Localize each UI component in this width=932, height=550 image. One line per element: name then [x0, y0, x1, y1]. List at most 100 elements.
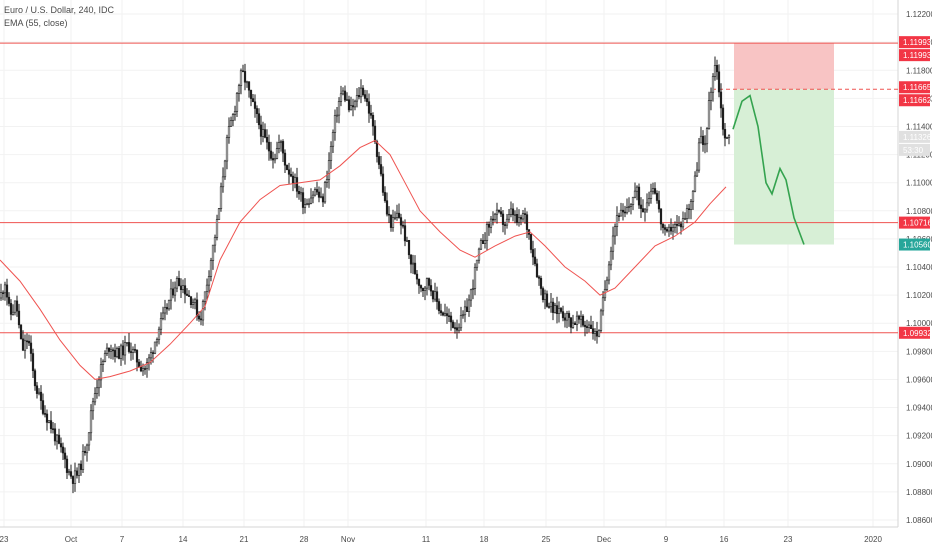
candle-body	[593, 330, 597, 334]
candle-body	[17, 310, 21, 326]
candle-body	[391, 217, 395, 228]
candle-body	[493, 213, 497, 220]
candle-body	[219, 186, 223, 210]
y-tick-label: 1.10000	[906, 319, 932, 328]
candle-body	[225, 137, 229, 162]
candle-body	[517, 217, 521, 223]
candle-body	[413, 262, 417, 275]
candle-body	[635, 186, 639, 192]
candle-body	[241, 70, 245, 73]
candle-body	[695, 169, 699, 177]
candle-body	[427, 278, 431, 286]
candle-body	[411, 262, 415, 265]
x-tick-label: Oct	[65, 535, 78, 544]
candle-body	[349, 105, 353, 111]
x-tick-label: Nov	[341, 535, 355, 544]
candle-body	[311, 194, 315, 199]
candle-body	[331, 132, 335, 147]
candle-body	[457, 327, 461, 331]
candle-body	[551, 301, 555, 313]
candle-body	[117, 348, 121, 359]
candle-body	[607, 264, 611, 281]
price-label-countdown-bg	[899, 143, 930, 156]
candle-body	[377, 156, 381, 165]
candle-body	[361, 87, 365, 95]
candle-body	[37, 391, 41, 394]
candle-body	[9, 303, 13, 315]
grid-lines	[0, 0, 898, 527]
candle-body	[239, 70, 243, 87]
candle-body	[39, 391, 43, 401]
indicator-label: EMA (55, close)	[4, 18, 68, 28]
price-label-target: 1.10560	[899, 238, 932, 251]
candle-body	[671, 227, 675, 232]
candle-body	[157, 328, 161, 340]
candle-body	[283, 152, 287, 166]
candle-body	[319, 196, 323, 198]
candle-body	[393, 217, 397, 219]
candle-body	[489, 218, 493, 228]
candle-body	[407, 240, 411, 256]
x-tick-label: 11	[422, 535, 431, 544]
price-label-current-text: 1.11326	[903, 133, 932, 142]
candle-body	[25, 340, 29, 343]
candle-body	[229, 120, 233, 127]
candle-body	[263, 129, 267, 138]
candle-body	[91, 401, 95, 412]
candle-body	[309, 197, 313, 204]
candle-body	[301, 192, 305, 208]
candle-body	[725, 137, 729, 139]
candle-body	[227, 126, 231, 138]
price-label-countdown-text: 53:30	[903, 146, 924, 155]
price-label-middle-level-text: 1.10716	[903, 219, 932, 228]
candle-body	[235, 93, 239, 112]
candle-body	[555, 305, 559, 315]
candle-body	[273, 158, 277, 161]
price-label-entry-alt: 1.11662	[899, 94, 932, 107]
y-tick-label: 1.09800	[906, 347, 932, 356]
price-label-top-level-alt-bg	[899, 49, 930, 62]
take-profit-zone	[734, 89, 834, 245]
candle-body	[581, 315, 585, 326]
y-tick-label: 1.10400	[906, 263, 932, 272]
candle-body	[325, 179, 329, 183]
candle-body	[673, 224, 677, 229]
candle-body	[79, 463, 83, 470]
candle-body	[387, 213, 391, 216]
candle-body	[583, 324, 587, 327]
x-tick-label: 18	[480, 535, 489, 544]
x-tick-label: 16	[720, 535, 729, 544]
candle-body	[515, 214, 519, 223]
candle-body	[289, 174, 293, 177]
candle-body	[443, 313, 447, 316]
candle-body	[637, 186, 641, 206]
candle-body	[447, 315, 451, 318]
candle-body	[163, 307, 167, 314]
y-tick-label: 1.08800	[906, 488, 932, 497]
candle-body	[553, 305, 557, 313]
y-tick-label: 1.08600	[906, 516, 932, 525]
candle-body	[221, 176, 225, 188]
candle-body	[431, 290, 435, 300]
candle-body	[441, 312, 445, 316]
candle-body	[31, 353, 35, 372]
candle-body	[653, 188, 657, 194]
candle-body	[597, 330, 601, 337]
candle-body	[281, 141, 285, 154]
candle-body	[197, 315, 201, 320]
candle-body	[279, 141, 283, 143]
candle-body	[47, 420, 51, 423]
candle-body	[125, 342, 129, 344]
candle-body	[147, 357, 151, 363]
candle-body	[53, 428, 57, 442]
candle-body	[501, 213, 505, 225]
candle-body	[719, 91, 723, 109]
candle-body	[337, 101, 341, 116]
candle-body	[367, 101, 371, 114]
price-label-entry-alt-bg	[899, 94, 930, 107]
candle-body	[135, 349, 139, 363]
price-label-bottom-level-bg	[899, 326, 930, 339]
candle-body	[43, 413, 47, 415]
